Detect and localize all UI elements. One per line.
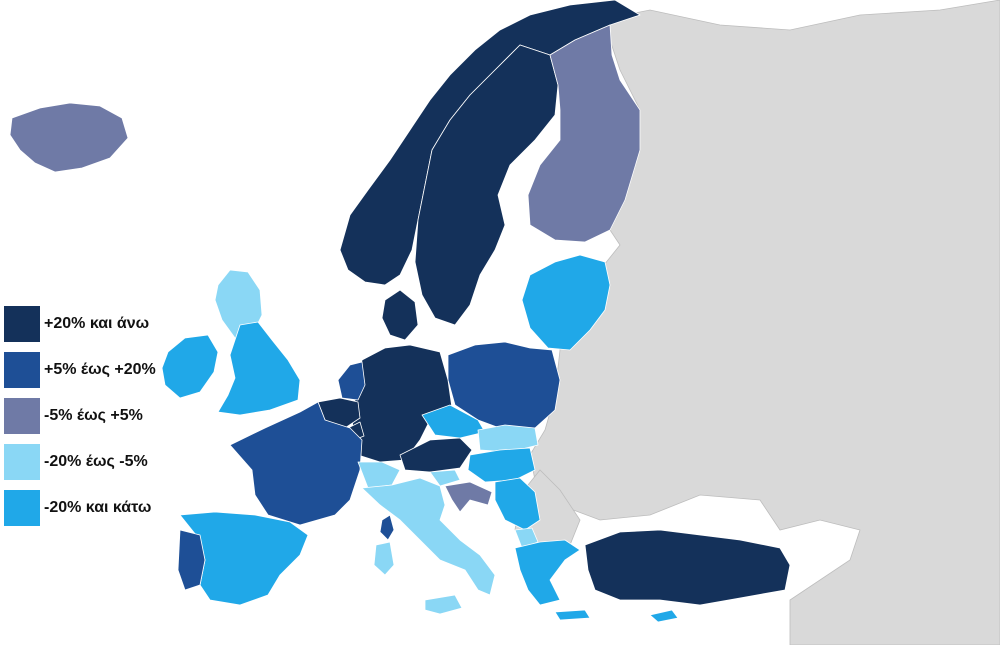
region-iceland <box>9 102 129 173</box>
legend-swatch-c5 <box>4 490 40 526</box>
region-north-macedonia <box>514 527 539 549</box>
region-turkey <box>584 529 791 606</box>
legend: +20% και άνω +5% έως +20% -5% έως +5% -2… <box>4 306 204 536</box>
legend-item-c3: -5% έως +5% <box>4 398 204 434</box>
region-sweden <box>414 44 559 326</box>
region-cyprus <box>649 609 679 623</box>
region-netherlands <box>337 361 366 401</box>
region-sardinia <box>373 541 395 576</box>
region-denmark <box>381 289 419 341</box>
legend-label-c3: -5% έως +5% <box>44 407 143 424</box>
region-sicily <box>424 594 463 615</box>
legend-swatch-c2 <box>4 352 40 388</box>
region-switzerland <box>357 461 401 489</box>
region-uk <box>217 321 301 416</box>
region-greece <box>514 539 581 606</box>
legend-item-c5: -20% και κάτω <box>4 490 204 526</box>
region-portugal <box>177 529 206 591</box>
legend-label-c2: +5% έως +20% <box>44 361 156 378</box>
region-finland <box>527 24 641 243</box>
region-france <box>229 401 363 526</box>
region-baltics <box>521 254 611 351</box>
region-italy <box>361 477 496 596</box>
legend-item-c1: +20% και άνω <box>4 306 204 342</box>
legend-label-c5: -20% και κάτω <box>44 499 152 516</box>
legend-swatch-c3 <box>4 398 40 434</box>
legend-label-c1: +20% και άνω <box>44 315 150 332</box>
region-slovakia <box>477 424 539 453</box>
legend-label-c4: -20% έως -5% <box>44 453 148 470</box>
region-corsica <box>379 514 395 541</box>
legend-item-c4: -20% έως -5% <box>4 444 204 480</box>
region-austria <box>399 437 473 473</box>
region-crete <box>554 609 591 621</box>
region-poland <box>447 341 561 431</box>
region-hungary <box>467 447 536 483</box>
legend-item-c2: +5% έως +20% <box>4 352 204 388</box>
legend-swatch-c4 <box>4 444 40 480</box>
region-ireland <box>161 334 219 399</box>
region-serbia <box>494 477 541 531</box>
region-croatia <box>444 481 493 513</box>
region-slovenia <box>429 469 461 487</box>
legend-swatch-c1 <box>4 306 40 342</box>
